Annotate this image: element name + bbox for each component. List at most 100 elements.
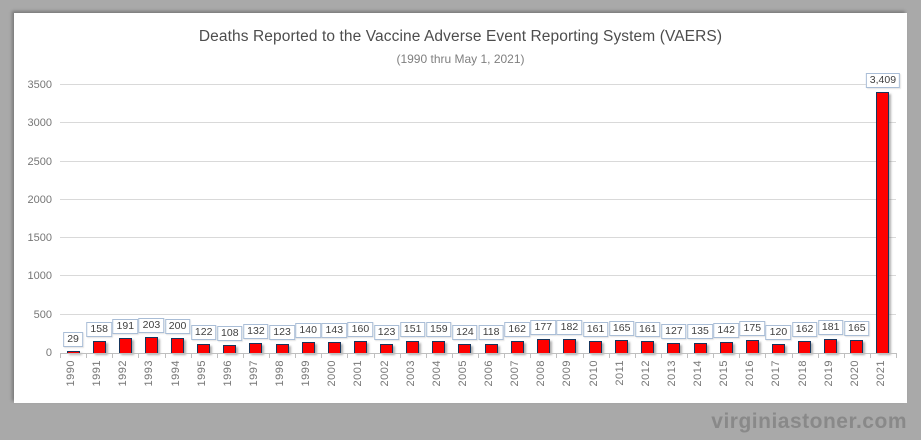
- bar-data-label: 132: [243, 324, 269, 339]
- bar-data-label: 123: [373, 325, 400, 340]
- y-tick-label: 3000: [27, 117, 52, 130]
- gridline: [60, 275, 896, 277]
- bar: [380, 344, 394, 353]
- x-tick-label: 2000: [326, 360, 339, 387]
- x-axis-line: [60, 353, 897, 354]
- x-tick-label: 2003: [404, 360, 417, 387]
- x-tick-mark: [60, 354, 61, 358]
- x-tick-label: 2011: [613, 360, 626, 386]
- bar: [589, 341, 603, 353]
- bar: [693, 343, 707, 353]
- x-axis-labels: 1990 1991 1992 1993 1994 1995 1996 1997 1998 1999…: [60, 360, 897, 402]
- y-tick-label: 1000: [27, 270, 52, 283]
- bar-data-label: 165: [844, 321, 870, 336]
- bar-data-label: 120: [765, 325, 792, 340]
- x-tick-label: 1994: [169, 360, 182, 387]
- bar: [249, 343, 263, 353]
- y-tick-label: 3500: [27, 79, 52, 91]
- bar: [771, 344, 785, 353]
- x-tick-label: 2018: [796, 360, 809, 387]
- x-tick-label: 2015: [718, 360, 731, 387]
- x-tick-label: 2007: [509, 360, 522, 387]
- bar-data-label: 160: [347, 322, 374, 337]
- x-tick-label: 1993: [143, 360, 156, 387]
- y-tick-label: 2000: [27, 193, 52, 206]
- bar-data-label: 3,409: [865, 73, 901, 88]
- x-tick-mark: [321, 354, 322, 358]
- bar-data-label: 159: [426, 322, 452, 337]
- x-tick-label: 2020: [848, 360, 861, 387]
- bar: [118, 338, 132, 353]
- x-tick-mark: [609, 354, 610, 358]
- gridline: [60, 313, 896, 315]
- bar: [667, 343, 681, 353]
- bar-data-label: 108: [217, 326, 243, 341]
- bar-data-label: 177: [530, 320, 557, 335]
- x-tick-mark: [713, 354, 714, 358]
- x-tick-mark: [452, 354, 453, 358]
- bar: [144, 337, 158, 353]
- x-tick-mark: [870, 354, 871, 358]
- bar-data-label: 142: [713, 323, 739, 338]
- x-tick-mark: [739, 354, 740, 358]
- bar: [536, 339, 550, 353]
- x-tick-mark: [583, 354, 584, 358]
- bar-data-label: 200: [164, 319, 191, 334]
- watermark: virginiastoner.com: [711, 410, 907, 433]
- bar-data-label: 181: [817, 320, 844, 335]
- bar-data-label: 124: [452, 325, 478, 340]
- x-tick-mark: [112, 354, 113, 358]
- y-axis: 0 500 1000 1500 2000 2500 3000 3500: [14, 79, 54, 359]
- bar: [562, 339, 576, 353]
- x-tick-mark: [347, 354, 348, 358]
- bar: [798, 341, 812, 353]
- bar: [353, 341, 367, 353]
- x-tick-mark: [635, 354, 636, 358]
- x-tick-mark: [478, 354, 479, 358]
- bar-data-label: 127: [661, 324, 687, 339]
- x-tick-label: 2005: [456, 360, 469, 387]
- bar-data-label: 151: [399, 322, 426, 337]
- bar: [92, 341, 106, 353]
- bar-data-label: 162: [791, 322, 818, 337]
- x-tick-label: 2010: [587, 360, 600, 387]
- x-tick-label: 2021: [874, 360, 887, 387]
- bar: [510, 341, 524, 353]
- chart-container: Deaths Reported to the Vaccine Adverse E…: [14, 13, 907, 403]
- gridline: [60, 122, 896, 124]
- x-tick-label: 2012: [639, 360, 652, 387]
- bar: [432, 341, 446, 353]
- bar-data-label: 161: [635, 322, 661, 337]
- bar: [275, 344, 289, 353]
- plot-area: 29 158 191 203 200 122 108 132 123 140 143 160 123 15…: [60, 73, 901, 353]
- bar: [615, 340, 629, 353]
- x-tick-mark: [138, 354, 139, 358]
- bar: [301, 342, 315, 353]
- x-tick-mark: [504, 354, 505, 358]
- x-tick-label: 2016: [744, 360, 757, 387]
- bar-data-label: 135: [687, 324, 713, 339]
- chart-subtitle: (1990 thru May 1, 2021): [396, 52, 525, 66]
- chart-title: Deaths Reported to the Vaccine Adverse E…: [198, 28, 723, 45]
- x-tick-label: 2009: [561, 360, 574, 387]
- bar: [719, 342, 733, 353]
- bar: [458, 344, 472, 353]
- bar-data-label: 175: [739, 321, 766, 336]
- x-tick-mark: [374, 354, 375, 358]
- x-tick-mark: [86, 354, 87, 358]
- bar-data-label: 203: [138, 318, 165, 333]
- y-tick-label: 0: [45, 347, 52, 359]
- bar-data-label: 118: [478, 325, 504, 340]
- bar: [406, 341, 420, 353]
- bar: [66, 351, 80, 353]
- y-tick-label: 1500: [27, 232, 52, 245]
- x-axis-ticks: [60, 353, 897, 359]
- x-tick-label: 2004: [430, 360, 443, 387]
- y-tick-label: 2500: [27, 155, 52, 168]
- x-tick-mark: [687, 354, 688, 358]
- bar-data-label: 165: [608, 321, 635, 336]
- bar: [484, 344, 498, 353]
- bar-data-label: 158: [86, 322, 112, 337]
- x-tick-mark: [661, 354, 662, 358]
- x-tick-mark: [765, 354, 766, 358]
